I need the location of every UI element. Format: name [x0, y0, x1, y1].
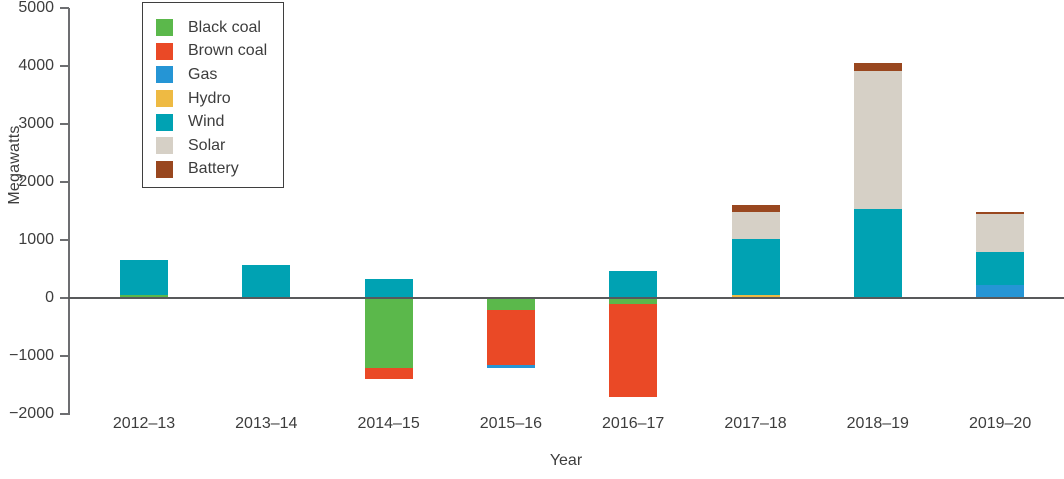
legend-label-battery: Battery	[188, 160, 239, 178]
y-tick-label-0: 0	[45, 289, 54, 306]
bar-2017-18-solar	[731, 212, 780, 239]
bar-2015-16-black-coal	[486, 298, 535, 310]
black-coal-swatch-icon	[156, 19, 173, 37]
y-tick-mark-4000	[60, 65, 69, 67]
y-axis-line	[68, 8, 70, 415]
legend-label-black-coal: Black coal	[188, 18, 261, 36]
battery-swatch-icon	[156, 160, 173, 178]
x-tick-label-2017-18: 2017–18	[724, 415, 787, 432]
x-tick-label-2018-19: 2018–19	[846, 415, 909, 432]
bar-2015-16-gas	[486, 364, 535, 368]
legend-label-brown-coal: Brown coal	[188, 42, 268, 60]
bar-2019-20-wind	[976, 252, 1025, 286]
hydro-swatch-icon	[156, 90, 173, 108]
bar-2018-19-wind	[853, 209, 902, 298]
bar-2017-18-hydro	[731, 294, 780, 298]
legend-label-solar: Solar	[188, 136, 226, 154]
legend-label-hydro: Hydro	[188, 89, 231, 107]
bar-2016-17-wind	[609, 271, 658, 298]
legend: Black coal Brown coal Gas Hydro Wind Solar Bat…	[142, 2, 284, 188]
bar-2014-15-brown-coal	[364, 367, 413, 380]
bar-2014-15-wind	[364, 278, 413, 298]
legend-item-brown-coal: Brown coal	[143, 40, 283, 64]
legend-item-hydro: Hydro	[143, 87, 283, 111]
bar-2017-18-battery	[731, 204, 780, 213]
y-tick-mark--1000	[60, 355, 69, 357]
legend-item-battery: Battery	[143, 158, 283, 182]
y-tick-label--1000: −1000	[9, 347, 54, 364]
legend-item-solar: Solar	[143, 134, 283, 158]
x-axis-title: Year	[549, 452, 583, 469]
x-tick-label-2016-17: 2016–17	[602, 415, 665, 432]
y-tick-label-3000: 3000	[18, 115, 54, 132]
bar-2019-20-battery	[976, 211, 1025, 214]
solar-swatch-icon	[156, 137, 173, 155]
legend-label-wind: Wind	[188, 113, 225, 131]
legend-item-gas: Gas	[143, 63, 283, 87]
bar-2016-17-brown-coal	[609, 303, 658, 397]
y-tick-mark-1000	[60, 239, 69, 241]
y-tick-label-4000: 4000	[18, 57, 54, 74]
y-axis-title: Megawatts	[6, 125, 23, 205]
x-tick-label-2019-20: 2019–20	[968, 415, 1032, 432]
bar-2019-20-solar	[976, 213, 1025, 253]
y-tick-label--2000: −2000	[9, 405, 54, 422]
bar-2012-13-wind	[120, 260, 168, 296]
zero-baseline	[68, 297, 1064, 299]
y-tick-label-1000: 1000	[18, 231, 54, 248]
legend-label-gas: Gas	[188, 65, 218, 83]
bar-2013-14-wind	[242, 264, 291, 298]
legend-item-black-coal: Black coal	[143, 16, 283, 40]
x-tick-label-2012-13: 2012–13	[112, 415, 176, 432]
bar-2012-13-black-coal	[120, 295, 168, 298]
gas-swatch-icon	[156, 66, 173, 84]
bar-2019-20-gas	[976, 285, 1025, 298]
x-tick-label-2014-15: 2014–15	[357, 415, 420, 432]
y-tick-mark-0	[60, 297, 69, 299]
y-tick-label-2000: 2000	[18, 173, 54, 190]
x-tick-label-2015-16: 2015–16	[479, 415, 543, 432]
y-tick-mark-2000	[60, 181, 69, 183]
wind-swatch-icon	[156, 113, 173, 131]
y-tick-label-5000: 5000	[18, 0, 54, 16]
y-tick-mark-5000	[60, 7, 69, 9]
bar-2018-19-solar	[853, 70, 902, 210]
x-tick-label-2013-14: 2013–14	[235, 415, 298, 432]
bar-2018-19-battery	[853, 63, 902, 71]
bar-2014-15-black-coal	[364, 298, 413, 368]
brown-coal-swatch-icon	[156, 42, 173, 60]
legend-item-wind: Wind	[143, 110, 283, 134]
bar-2016-17-black-coal	[609, 298, 658, 304]
y-tick-mark-3000	[60, 123, 69, 125]
y-tick-mark--2000	[60, 413, 69, 415]
bar-2017-18-wind	[731, 238, 780, 295]
bar-2015-16-brown-coal	[486, 309, 535, 365]
